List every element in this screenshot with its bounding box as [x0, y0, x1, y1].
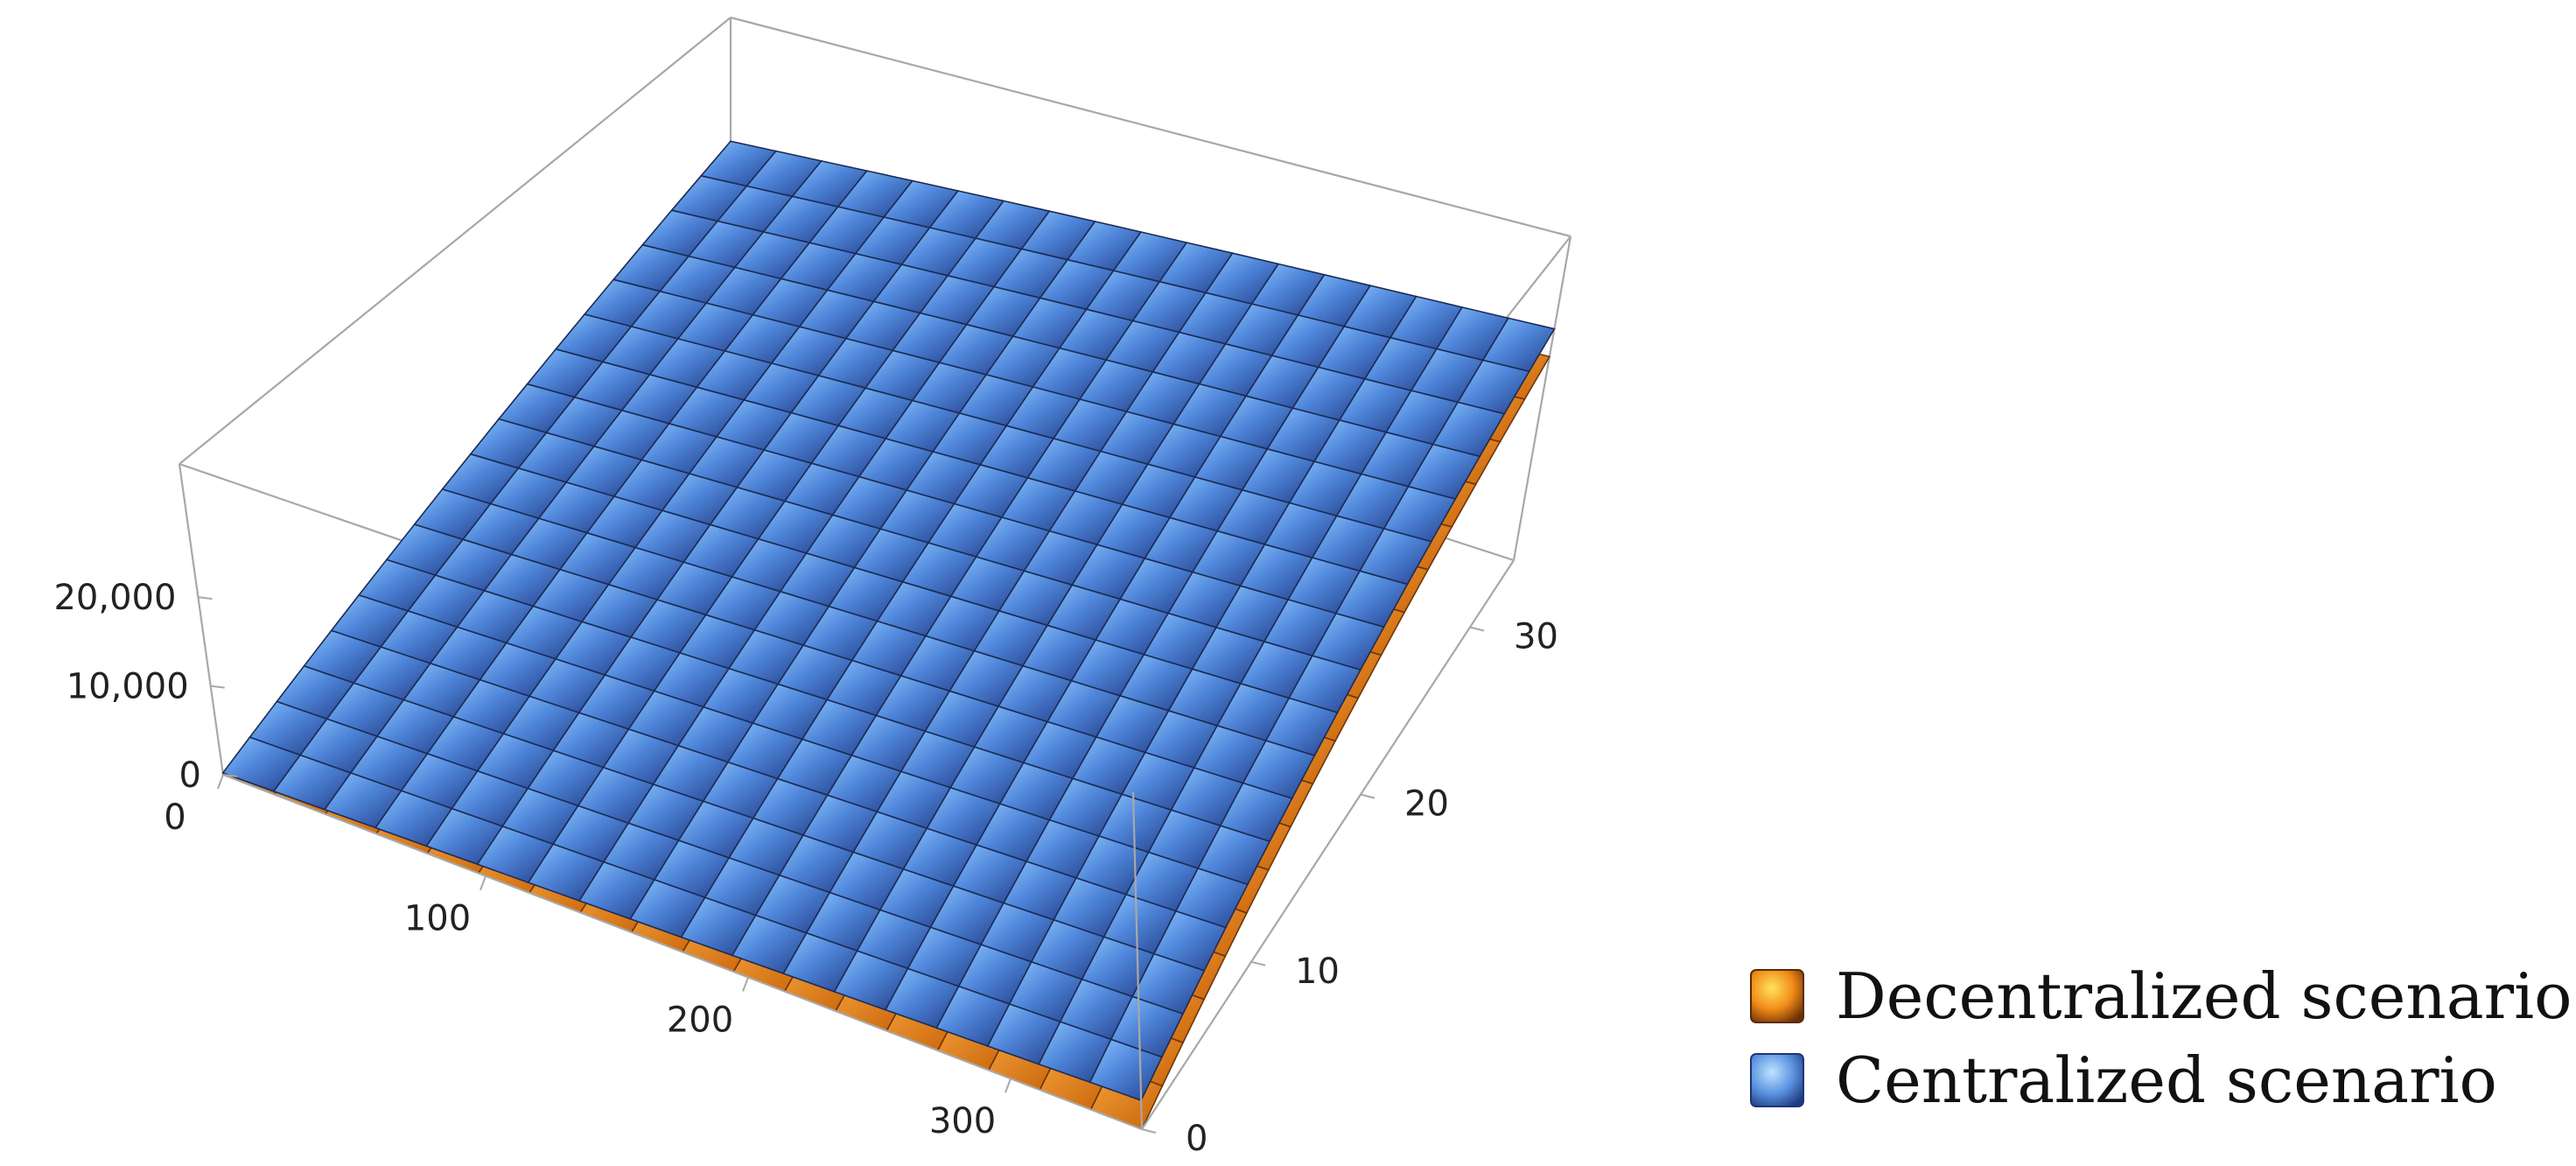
z-tick: [210, 685, 225, 689]
y-tick: [1250, 960, 1266, 966]
y-tick-label: 10: [1295, 952, 1340, 992]
x-tick-label: 0: [164, 797, 186, 838]
surface-cell: [1481, 317, 1556, 373]
legend-swatch-decentralized: [1750, 969, 1804, 1023]
box-edge-floor-right: [1141, 559, 1515, 1130]
centralized-surface: [221, 140, 1556, 1101]
box-edge-floor-front: [222, 773, 1143, 1131]
y-tick-label: 30: [1514, 616, 1558, 657]
z-tick: [222, 774, 238, 777]
box-edge-front-vertical: [1131, 791, 1144, 1130]
box-edge-left-vertical: [178, 463, 225, 776]
legend-label-centralized: Centralized scenario: [1836, 1043, 2497, 1117]
legend: Decentralized scenario Centralized scena…: [1750, 954, 2572, 1122]
plot-box-front: [222, 559, 1515, 1131]
x-tick: [217, 774, 224, 790]
y-tick-label: 20: [1404, 784, 1449, 825]
x-tick-label: 100: [404, 899, 471, 939]
x-tick: [1004, 1078, 1012, 1093]
box-edge-right-vertical: [1512, 235, 1572, 561]
y-tick-label: 0: [1186, 1119, 1208, 1159]
legend-swatch-centralized: [1750, 1053, 1804, 1107]
box-edge-top-back: [730, 16, 1572, 238]
y-tick: [1469, 626, 1485, 632]
y-tick: [1141, 1128, 1157, 1134]
x-tick-label: 300: [929, 1101, 996, 1141]
legend-item-decentralized: Decentralized scenario: [1750, 954, 2572, 1038]
x-tick: [480, 875, 486, 891]
z-tick-label: 20,000: [53, 578, 176, 618]
z-tick-label: 0: [179, 755, 201, 796]
box-edge-top-left: [178, 17, 732, 465]
z-tick-label: 10,000: [66, 667, 189, 707]
y-tick: [1360, 793, 1376, 799]
z-tick: [198, 596, 213, 601]
legend-label-decentralized: Decentralized scenario: [1836, 959, 2572, 1033]
legend-item-centralized: Centralized scenario: [1750, 1038, 2572, 1122]
x-tick-label: 200: [667, 1000, 733, 1040]
x-tick: [742, 977, 749, 992]
